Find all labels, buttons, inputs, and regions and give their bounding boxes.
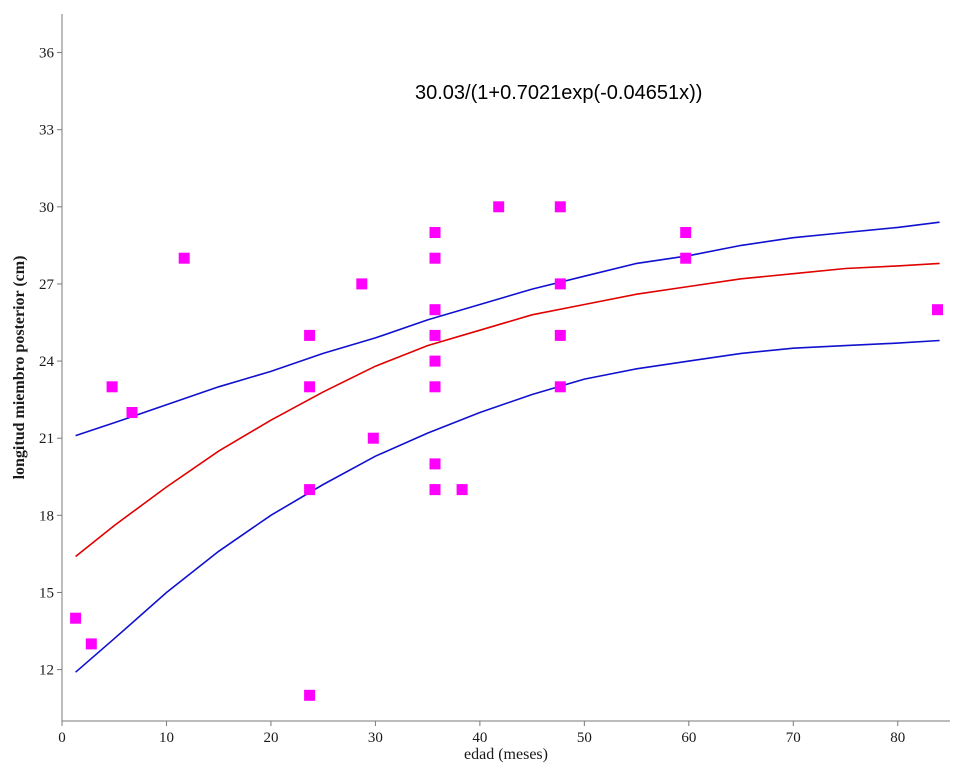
data-point bbox=[680, 227, 692, 238]
data-point bbox=[429, 252, 441, 264]
data-point bbox=[429, 458, 441, 470]
data-point bbox=[429, 381, 441, 393]
x-tick-label: 10 bbox=[159, 730, 174, 746]
y-tick-label: 15 bbox=[39, 585, 54, 601]
x-axis-title: edad (meses) bbox=[464, 746, 548, 763]
data-point bbox=[178, 252, 190, 264]
data-point bbox=[356, 278, 368, 290]
x-ticks: 0 10 20 30 40 50 60 70 80 bbox=[58, 721, 905, 746]
upper-bound-curve-line bbox=[75, 221, 940, 437]
y-tick-label: 33 bbox=[39, 123, 54, 139]
x-tick-label: 40 bbox=[472, 730, 487, 746]
data-point bbox=[429, 304, 441, 316]
data-point bbox=[554, 278, 566, 290]
axes bbox=[61, 14, 950, 722]
data-point bbox=[554, 201, 566, 213]
data-point bbox=[456, 484, 468, 496]
y-tick-label: 24 bbox=[39, 354, 55, 370]
data-points bbox=[70, 201, 943, 701]
data-point bbox=[680, 252, 692, 264]
data-point bbox=[304, 689, 316, 701]
x-tick-label: 30 bbox=[368, 730, 383, 746]
y-tick-label: 27 bbox=[39, 277, 55, 293]
x-tick-label: 0 bbox=[58, 730, 66, 746]
y-ticks: 12 15 18 21 24 27 30 33 36 bbox=[39, 46, 62, 679]
model-equation-annotation: 30.03/(1+0.7021exp(-0.04651x)) bbox=[415, 82, 702, 104]
fit-curves bbox=[75, 221, 940, 673]
y-tick-label: 21 bbox=[39, 431, 54, 447]
data-point bbox=[126, 407, 138, 418]
y-tick-label: 36 bbox=[39, 46, 55, 62]
data-point bbox=[493, 201, 505, 213]
x-tick-label: 80 bbox=[890, 730, 905, 746]
data-point bbox=[304, 484, 316, 496]
x-tick-label: 70 bbox=[786, 730, 801, 746]
data-point bbox=[429, 484, 441, 496]
data-point bbox=[367, 432, 379, 444]
data-point bbox=[70, 612, 82, 624]
y-axis-title: longitud miembro posterior (cm) bbox=[11, 256, 28, 480]
data-point bbox=[554, 329, 566, 341]
y-tick-label: 18 bbox=[39, 508, 54, 524]
y-tick-label: 12 bbox=[39, 663, 54, 679]
x-tick-label: 50 bbox=[577, 730, 592, 746]
data-point bbox=[304, 329, 316, 341]
data-point bbox=[85, 638, 97, 650]
lower-bound-curve-line bbox=[75, 339, 940, 673]
data-point bbox=[106, 381, 118, 393]
fitted-curve-line bbox=[75, 262, 940, 558]
data-point bbox=[429, 329, 441, 341]
data-point bbox=[932, 304, 943, 316]
x-tick-label: 20 bbox=[263, 730, 278, 746]
data-point bbox=[304, 381, 316, 393]
data-point bbox=[429, 355, 441, 367]
data-point bbox=[554, 381, 566, 393]
data-point bbox=[429, 227, 441, 238]
x-tick-label: 60 bbox=[681, 730, 696, 746]
y-tick-label: 30 bbox=[39, 200, 54, 216]
